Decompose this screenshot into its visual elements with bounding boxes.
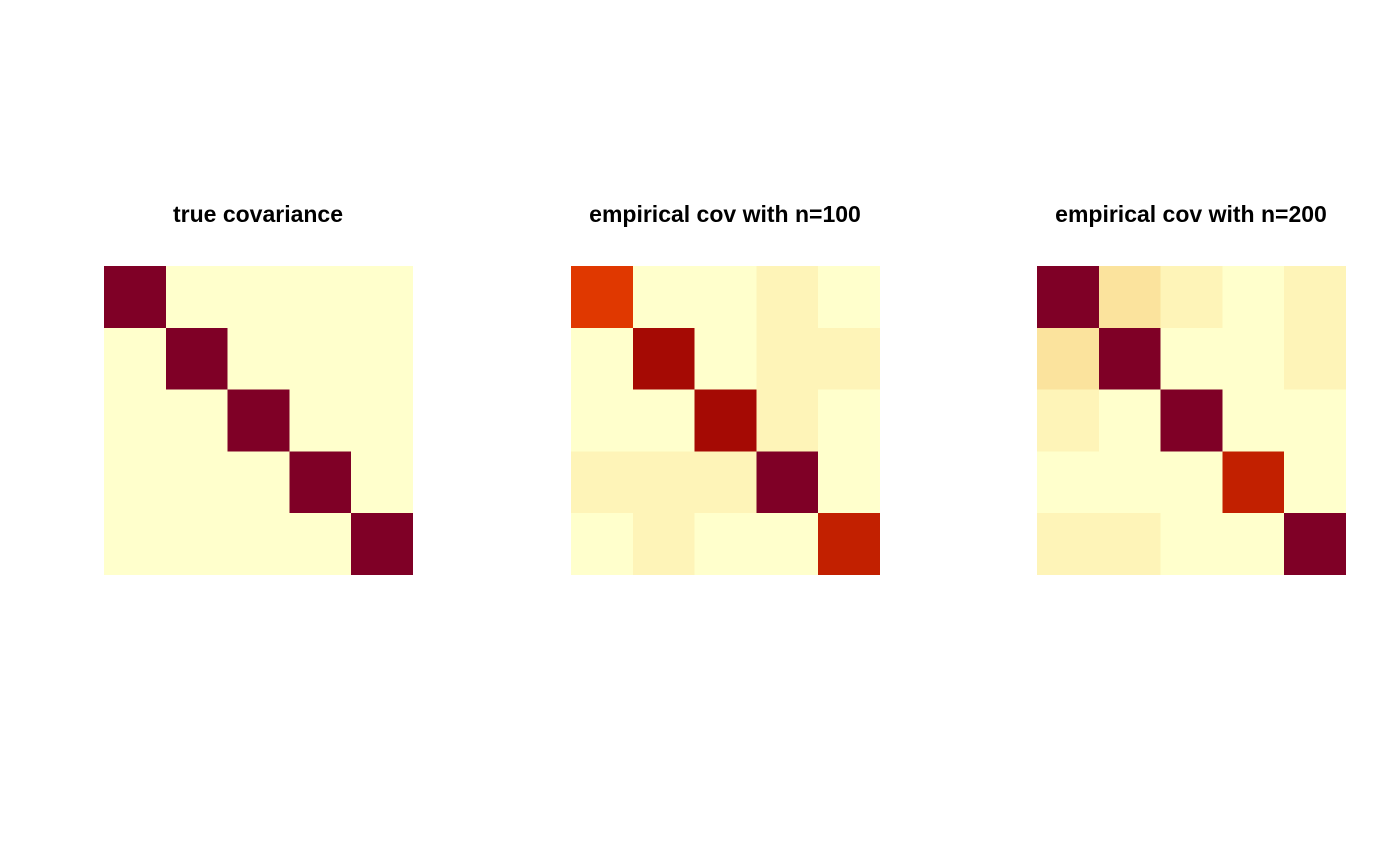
- heatmap-cell-r4-c3: [1160, 451, 1223, 514]
- heatmap-cell-r3-c4: [756, 389, 819, 452]
- heatmap-panel-empirical-n100: empirical cov with n=100: [560, 195, 890, 585]
- heatmap-cell-r2-c4: [289, 327, 352, 391]
- heatmap-cell-r4-c2: [1098, 451, 1162, 514]
- heatmap-cell-r1-c1: [1037, 266, 1100, 329]
- heatmap-cell-r3-c3: [1160, 389, 1223, 452]
- heatmap-cell-r2-c3: [227, 327, 290, 391]
- heatmap-cell-r1-c4: [756, 266, 819, 329]
- heatmap-cell-r3-c3: [694, 389, 757, 452]
- heatmap-panel-empirical-n200: empirical cov with n=200: [1026, 195, 1356, 585]
- heatmap-cell-r5-c5: [351, 513, 413, 575]
- heatmap-empirical-n100: [571, 266, 880, 575]
- heatmap-cell-r3-c1: [104, 389, 167, 452]
- heatmap-cell-r5-c1: [1037, 513, 1100, 575]
- heatmap-cell-r3-c1: [571, 389, 634, 452]
- heatmap-cell-r5-c1: [104, 513, 167, 575]
- heatmap-cell-r1-c2: [165, 266, 229, 329]
- heatmap-cell-r5-c4: [1222, 513, 1285, 575]
- heatmap-cell-r1-c5: [351, 266, 413, 329]
- heatmap-cell-r1-c1: [104, 266, 167, 329]
- heatmap-cell-r1-c1: [571, 266, 634, 329]
- heatmap-cell-r4-c4: [289, 451, 352, 514]
- heatmap-cell-r1-c3: [227, 266, 290, 329]
- heatmap-cell-r4-c5: [351, 451, 413, 514]
- heatmap-cell-r5-c3: [227, 513, 290, 575]
- heatmap-cell-r1-c5: [1284, 266, 1346, 329]
- heatmap-cell-r3-c5: [1284, 389, 1346, 452]
- heatmap-cell-r1-c5: [818, 266, 880, 329]
- heatmap-cell-r5-c2: [632, 513, 696, 575]
- heatmap-cell-r2-c5: [351, 327, 413, 391]
- heatmap-cell-r2-c2: [632, 327, 696, 391]
- heatmap-cell-r2-c3: [694, 327, 757, 391]
- heatmap-cell-r3-c5: [818, 389, 880, 452]
- heatmap-cell-r3-c5: [351, 389, 413, 452]
- heatmap-cell-r5-c4: [289, 513, 352, 575]
- heatmap-cell-r1-c2: [1098, 266, 1162, 329]
- chart-title: empirical cov with n=200: [1055, 201, 1327, 227]
- heatmap-cell-r1-c2: [632, 266, 696, 329]
- heatmap-cell-r2-c3: [1160, 327, 1223, 391]
- heatmap-cell-r5-c1: [571, 513, 634, 575]
- chart-title: true covariance: [172, 201, 344, 227]
- heatmap-cell-r4-c1: [1037, 451, 1100, 514]
- heatmap-cell-r3-c4: [1222, 389, 1285, 452]
- heatmap-cell-r4-c3: [227, 451, 290, 514]
- heatmap-panel-true-covariance: true covariance: [93, 195, 423, 585]
- heatmap-cell-r4-c1: [571, 451, 634, 514]
- heatmap-cell-r5-c5: [1284, 513, 1346, 575]
- heatmap-cell-r3-c2: [632, 389, 696, 452]
- heatmap-cell-r4-c5: [818, 451, 880, 514]
- heatmap-cell-r5-c5: [818, 513, 880, 575]
- heatmap-cell-r3-c2: [165, 389, 229, 452]
- heatmap-cell-r2-c4: [1222, 327, 1285, 391]
- heatmap-cell-r5-c3: [1160, 513, 1223, 575]
- heatmap-cell-r5-c2: [165, 513, 229, 575]
- heatmap-cell-r4-c1: [104, 451, 167, 514]
- heatmap-cell-r2-c1: [1037, 327, 1100, 391]
- heatmap-cell-r4-c4: [1222, 451, 1285, 514]
- heatmap-empirical-n200: [1037, 266, 1346, 575]
- heatmap-cell-r2-c5: [1284, 327, 1346, 391]
- heatmap-cell-r2-c1: [104, 327, 167, 391]
- heatmap-cell-r2-c2: [165, 327, 229, 391]
- heatmap-true-covariance: [104, 266, 413, 575]
- heatmap-cell-r2-c1: [571, 327, 634, 391]
- heatmap-cell-r5-c4: [756, 513, 819, 575]
- heatmap-cell-r2-c4: [756, 327, 819, 391]
- heatmap-cell-r4-c4: [756, 451, 819, 514]
- heatmap-cell-r4-c2: [165, 451, 229, 514]
- heatmap-cell-r5-c3: [694, 513, 757, 575]
- chart-title: empirical cov with n=100: [589, 201, 861, 227]
- heatmap-cell-r5-c2: [1098, 513, 1162, 575]
- heatmap-cell-r4-c2: [632, 451, 696, 514]
- heatmap-cell-r4-c3: [694, 451, 757, 514]
- heatmap-cell-r2-c5: [818, 327, 880, 391]
- heatmap-cell-r2-c2: [1098, 327, 1162, 391]
- heatmap-cell-r3-c3: [227, 389, 290, 452]
- heatmap-cell-r4-c5: [1284, 451, 1346, 514]
- heatmap-cell-r1-c3: [1160, 266, 1223, 329]
- heatmap-cell-r3-c4: [289, 389, 352, 452]
- heatmap-cell-r3-c1: [1037, 389, 1100, 452]
- heatmap-cell-r1-c4: [1222, 266, 1285, 329]
- heatmap-cell-r1-c4: [289, 266, 352, 329]
- heatmap-cell-r3-c2: [1098, 389, 1162, 452]
- heatmap-cell-r1-c3: [694, 266, 757, 329]
